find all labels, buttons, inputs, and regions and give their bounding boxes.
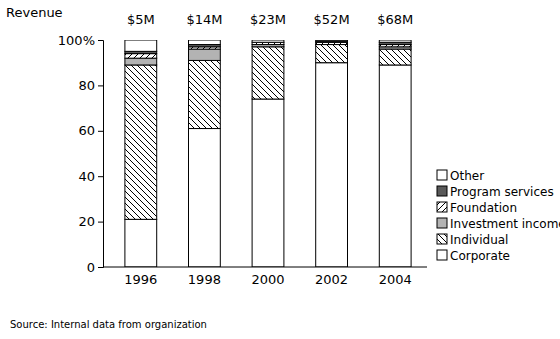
- y-axis: 0 20 40 60 80 100%: [58, 33, 104, 275]
- bar-segment: [252, 40, 284, 42]
- y-tick: 20: [78, 214, 103, 229]
- bar-segment: [125, 58, 157, 65]
- y-tick-label: 80: [78, 78, 95, 93]
- total-label: $52M: [314, 12, 350, 27]
- bar-segment: [316, 45, 348, 63]
- y-tick-mark: [98, 267, 103, 268]
- bar-segment: [189, 49, 221, 60]
- bar-segment: [189, 129, 221, 267]
- y-tick-label: 100%: [58, 33, 95, 48]
- y-tick-label: 0: [87, 260, 95, 275]
- bar-segment: [189, 40, 221, 45]
- x-tick-label: 2002: [315, 272, 348, 287]
- total-label: $68M: [377, 12, 413, 27]
- y-tick-mark: [98, 40, 103, 41]
- x-axis-line: [103, 267, 427, 268]
- total-label: $14M: [186, 12, 222, 27]
- x-tick: 1996: [124, 267, 157, 287]
- bar-segment: [379, 40, 411, 42]
- legend-swatch: [437, 170, 447, 180]
- bar-segment: [379, 49, 411, 65]
- legend-label: Corporate: [450, 249, 510, 263]
- x-tick: 1998: [188, 267, 221, 287]
- legend-item: Individual: [437, 233, 508, 247]
- bars: [125, 40, 411, 267]
- y-tick: 0: [87, 260, 103, 275]
- y-tick: 40: [78, 169, 103, 184]
- bar-segment: [252, 47, 284, 99]
- y-tick-mark: [98, 131, 103, 132]
- legend-item: Foundation: [437, 201, 517, 215]
- y-tick: 80: [78, 78, 103, 93]
- y-tick-label: 20: [78, 214, 95, 229]
- legend-label: Foundation: [450, 201, 517, 215]
- legend-swatch: [437, 250, 447, 260]
- y-tick-mark: [98, 85, 103, 86]
- y-axis-title: Revenue: [6, 5, 63, 20]
- bar-segment: [125, 65, 157, 219]
- y-tick-mark: [98, 176, 103, 177]
- y-axis-line: [98, 41, 104, 268]
- bar-segment: [316, 40, 348, 41]
- legend-label: Other: [450, 169, 484, 183]
- y-tick: 60: [78, 123, 103, 138]
- legend-swatch: [437, 234, 447, 244]
- bar-segment: [379, 65, 411, 267]
- legend-item: Program services: [437, 185, 554, 199]
- x-axis: 1996 1998 2000 2002 2004: [103, 267, 427, 287]
- total-label: $23M: [250, 12, 286, 27]
- chart: 0 20 40 60 80 100% 1996 1998 2000 2002 2004 $5M $14M…: [0, 0, 560, 339]
- x-tick: 2000: [251, 267, 284, 287]
- total-label: $5M: [127, 12, 155, 27]
- x-tick-label: 2000: [251, 272, 284, 287]
- legend-item: Corporate: [437, 249, 510, 263]
- legend-item: Investment income: [437, 217, 560, 231]
- source-note: Source: Internal data from organization: [10, 319, 207, 330]
- bar-segment: [125, 219, 157, 267]
- bar-segment: [125, 40, 157, 51]
- x-tick-label: 1998: [188, 272, 221, 287]
- legend-item: Other: [437, 169, 484, 183]
- x-tick-label: 2004: [379, 272, 412, 287]
- legend: Corporate Individual Investment income Foun…: [437, 169, 560, 263]
- y-tick-label: 60: [78, 123, 95, 138]
- legend-swatch: [437, 218, 447, 228]
- y-tick-mark: [98, 222, 103, 223]
- x-tick: 2004: [379, 267, 412, 287]
- legend-swatch: [437, 202, 447, 212]
- legend-label: Program services: [450, 185, 554, 199]
- x-tick: 2002: [315, 267, 348, 287]
- bar-segment: [189, 60, 221, 128]
- bar-segment: [316, 63, 348, 267]
- bar-segment: [125, 54, 157, 59]
- x-tick-label: 1996: [124, 272, 157, 287]
- legend-label: Investment income: [450, 217, 560, 231]
- y-tick: 100%: [58, 33, 103, 48]
- totals: $5M $14M $23M $52M $68M: [127, 12, 413, 27]
- legend-label: Individual: [450, 233, 508, 247]
- legend-swatch: [437, 186, 447, 196]
- bar-segment: [252, 99, 284, 267]
- y-tick-label: 40: [78, 169, 95, 184]
